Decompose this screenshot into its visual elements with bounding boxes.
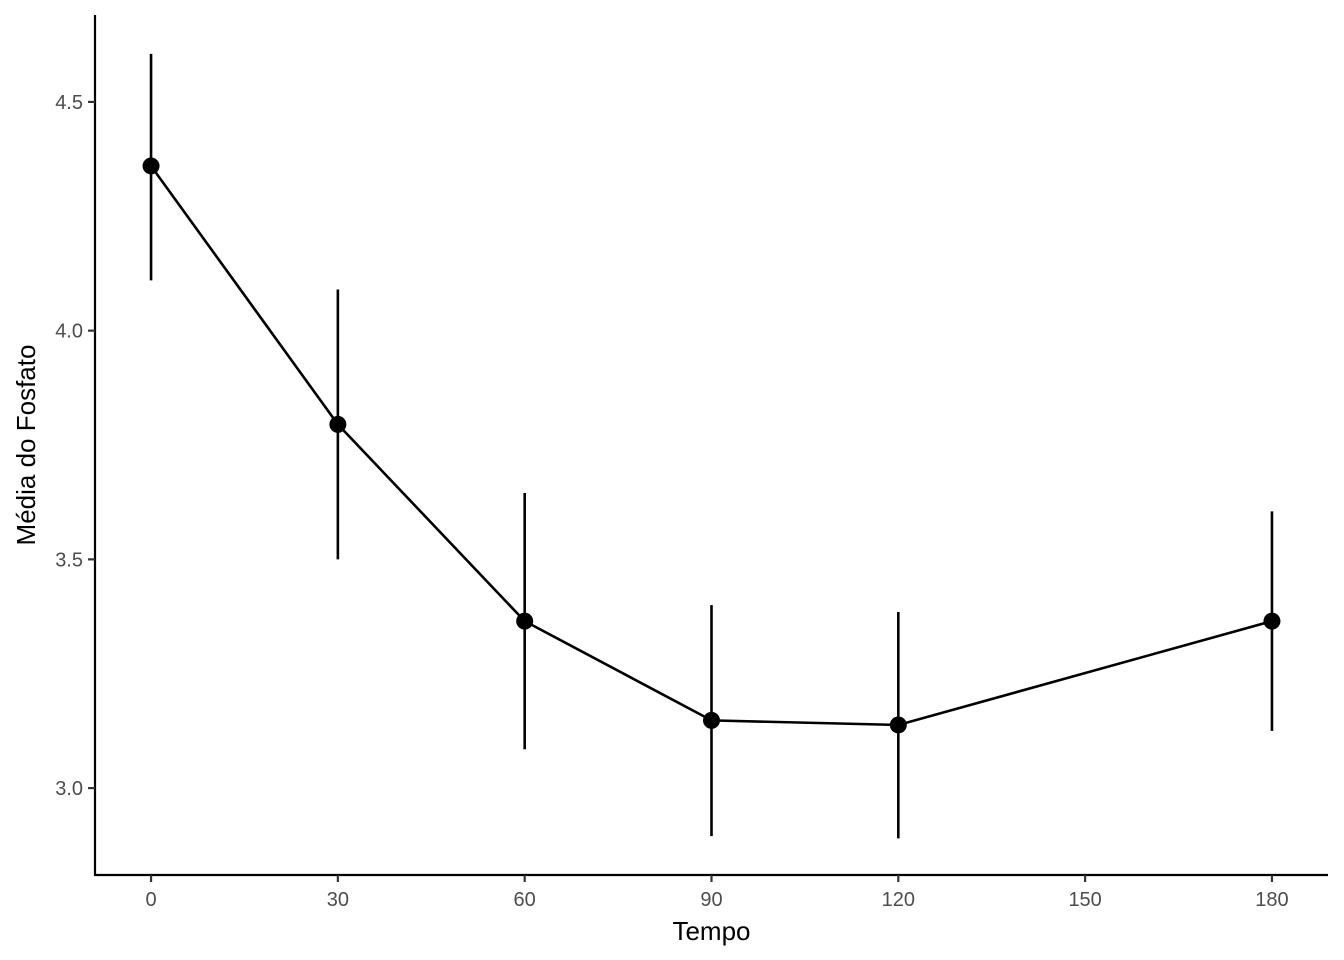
data-points xyxy=(142,157,1281,734)
x-tick-label: 60 xyxy=(514,889,536,911)
data-point xyxy=(889,716,907,734)
x-tick-label: 180 xyxy=(1255,889,1288,911)
x-tick-label: 120 xyxy=(882,889,915,911)
y-axis-title: Média do Fosfato xyxy=(11,345,41,546)
y-tick-label: 3.5 xyxy=(55,549,83,571)
x-axis-title: Tempo xyxy=(672,916,750,946)
x-tick-label: 150 xyxy=(1068,889,1101,911)
x-tick-label: 30 xyxy=(327,889,349,911)
data-point xyxy=(329,415,347,433)
data-point xyxy=(703,711,720,729)
y-axis-ticks: 3.0 3.5 4.0 4.5 xyxy=(55,92,95,800)
data-point xyxy=(142,157,160,175)
y-tick-label: 4.5 xyxy=(55,92,83,114)
data-point xyxy=(1263,612,1281,630)
x-tick-label: 90 xyxy=(700,889,722,911)
series-line xyxy=(149,165,1273,727)
data-point xyxy=(516,612,534,630)
x-tick-label: 0 xyxy=(145,889,156,911)
y-tick-label: 4.0 xyxy=(55,321,83,343)
x-axis-ticks: 0 30 60 90 120 150 180 xyxy=(145,875,1289,911)
y-tick-label: 3.0 xyxy=(55,778,83,800)
